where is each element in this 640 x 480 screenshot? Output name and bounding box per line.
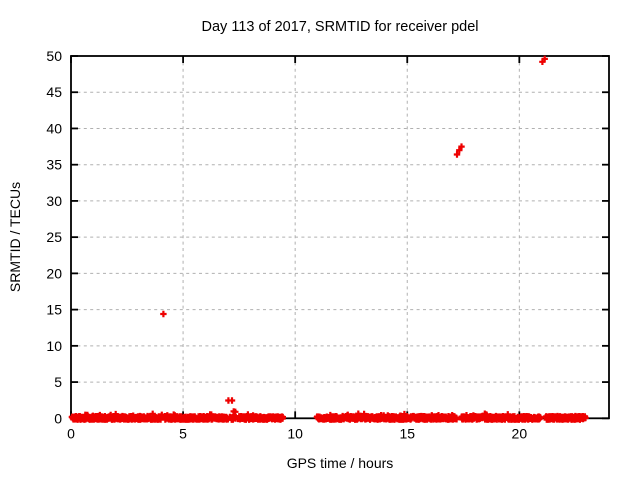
data-points-series (68, 55, 589, 423)
y-tick-label: 50 (46, 48, 62, 64)
x-tick-label: 20 (512, 425, 528, 441)
x-tick-label: 0 (67, 425, 75, 441)
y-tick-label: 10 (46, 338, 62, 354)
y-tick-label: 40 (46, 120, 62, 136)
y-tick-label: 20 (46, 265, 62, 281)
srmtid-scatter-points (68, 55, 589, 423)
y-tick-label: 25 (46, 229, 62, 245)
tick-labels: 0 5 10 15 20 0 5 10 15 20 25 30 35 40 45 50 (46, 48, 527, 441)
y-tick-label: 30 (46, 193, 62, 209)
x-tick-label: 10 (287, 425, 303, 441)
y-tick-label: 5 (54, 374, 62, 390)
y-tick-label: 35 (46, 157, 62, 173)
y-tick-label: 15 (46, 302, 62, 318)
y-tick-label: 45 (46, 84, 62, 100)
x-tick-label: 15 (399, 425, 415, 441)
y-axis-label: SRMTID / TECUs (7, 182, 23, 292)
x-axis-label: GPS time / hours (287, 455, 394, 471)
grid-lines (71, 56, 609, 419)
x-tick-label: 5 (179, 425, 187, 441)
chart-title: Day 113 of 2017, SRMTID for receiver pde… (202, 19, 479, 35)
y-tick-label: 0 (54, 410, 62, 426)
